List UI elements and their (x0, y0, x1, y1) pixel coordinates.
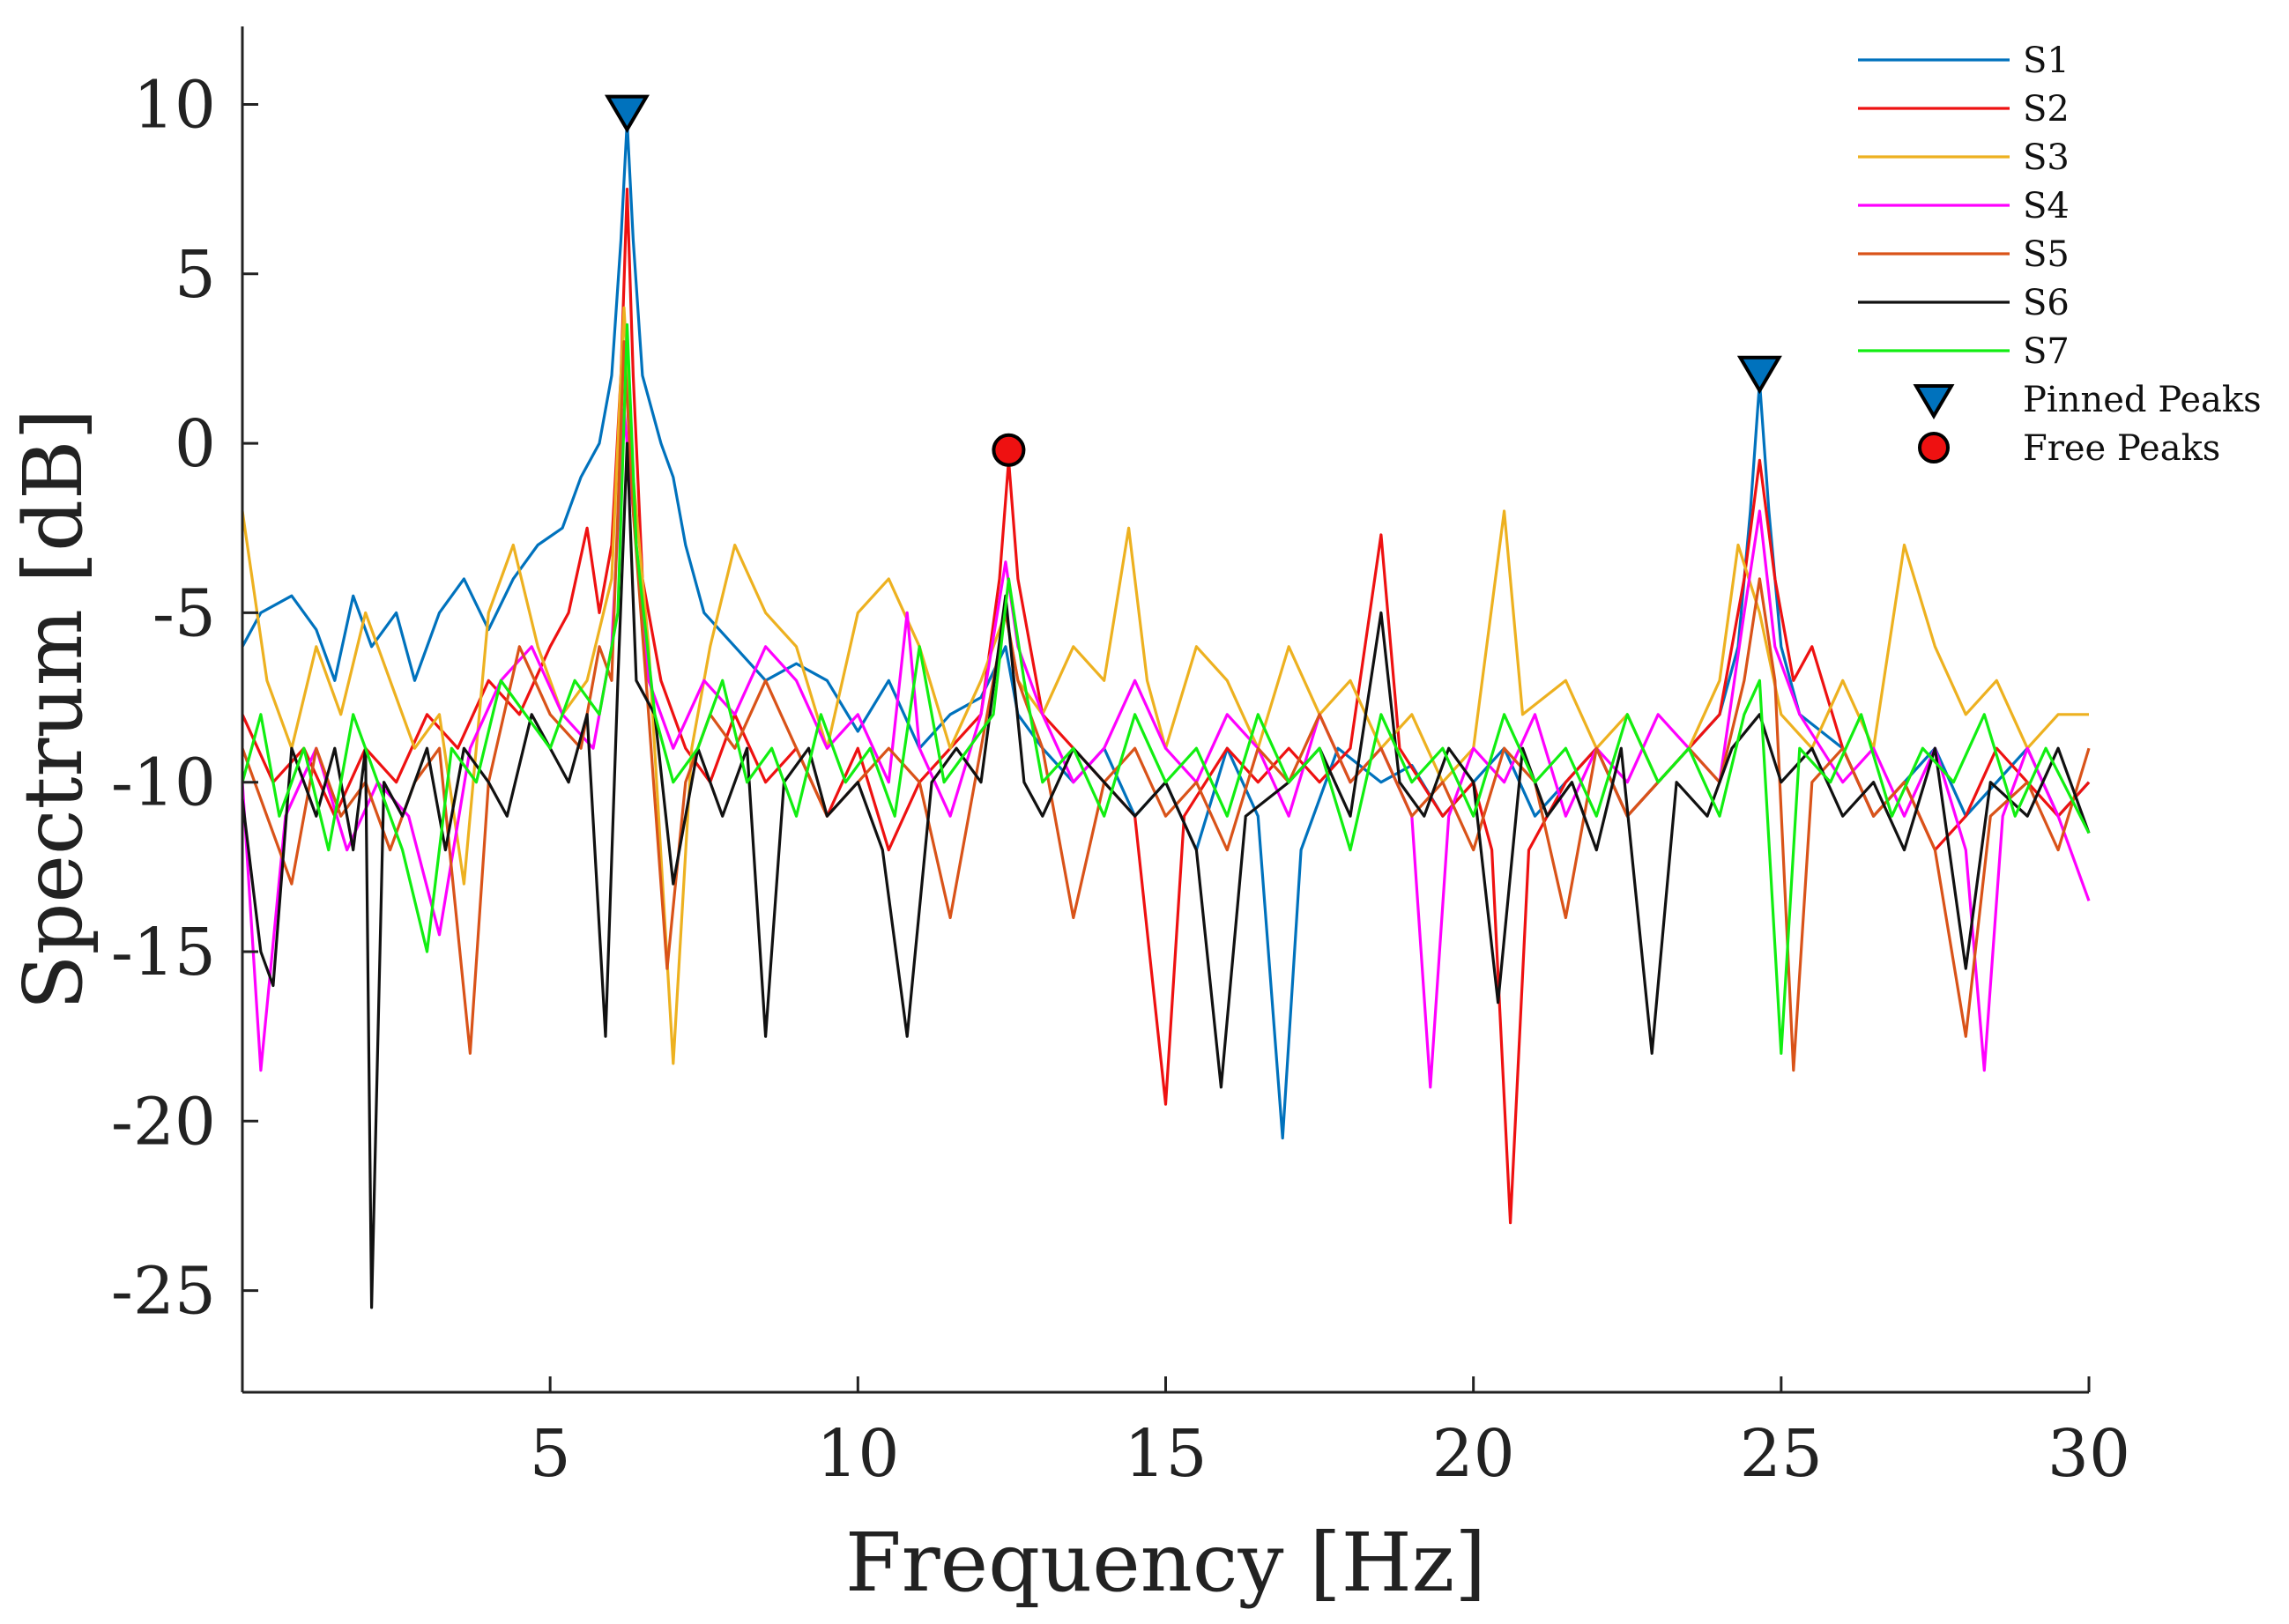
y-tick-label: -25 (111, 1254, 216, 1330)
y-tick-label: 10 (133, 67, 216, 143)
x-tick-label: 20 (1432, 1416, 1515, 1492)
free-peak-marker (992, 433, 1026, 467)
x-axis-title: Frequency [Hz] (845, 1516, 1486, 1610)
x-tick-label: 30 (2047, 1416, 2130, 1492)
y-tick-label: -20 (111, 1084, 216, 1160)
x-tick-label: 5 (530, 1416, 571, 1492)
legend-label-s2: S2 (2023, 89, 2070, 130)
y-axis-title: Spectrum [dB] (6, 409, 100, 1011)
y-tick-label: 5 (175, 237, 216, 313)
plot-lines (241, 120, 2091, 1309)
series-line-s3 (241, 306, 2089, 1065)
axes (241, 26, 2089, 1394)
y-tick-label: -5 (152, 575, 216, 651)
series-line-s1 (241, 120, 2091, 1140)
x-tick-label: 25 (1740, 1416, 1823, 1492)
legend-label-free-peaks: Free Peaks (2023, 428, 2220, 469)
y-tick-label: 0 (175, 406, 216, 482)
legend-label-s3: S3 (2023, 137, 2070, 178)
pinned-peak-marker (1736, 355, 1782, 395)
legend-label-s5: S5 (2023, 234, 2070, 275)
pinned-peak-marker (604, 94, 650, 133)
legend-label-s1: S1 (2023, 41, 2070, 81)
y-tick-label: -10 (111, 745, 216, 821)
legend-label-s6: S6 (2023, 283, 2070, 323)
series-line-s4 (241, 408, 2091, 1089)
legend-pinned-peaks-marker (1913, 384, 1955, 419)
legend-label-s4: S4 (2023, 186, 2070, 226)
legend-free-peaks-marker (1918, 432, 1950, 463)
legend-label-pinned-peaks: Pinned Peaks (2023, 380, 2262, 420)
series-line-s5 (241, 340, 2091, 1072)
series-line-s7 (241, 323, 2091, 1055)
x-tick-label: 10 (816, 1416, 899, 1492)
legend: S1 S2 S3 S4 S5 S6 S7 Pinned Peaks Free Peaks (1858, 41, 2262, 469)
legend-label-s7: S7 (2023, 331, 2070, 372)
plot-markers (604, 94, 1782, 467)
y-tick-label: -15 (111, 915, 216, 990)
ticks: 5 10 15 20 25 30 10 5 0 -5 -10 -15 -20 -25 (111, 67, 2130, 1492)
x-tick-label: 15 (1124, 1416, 1207, 1492)
